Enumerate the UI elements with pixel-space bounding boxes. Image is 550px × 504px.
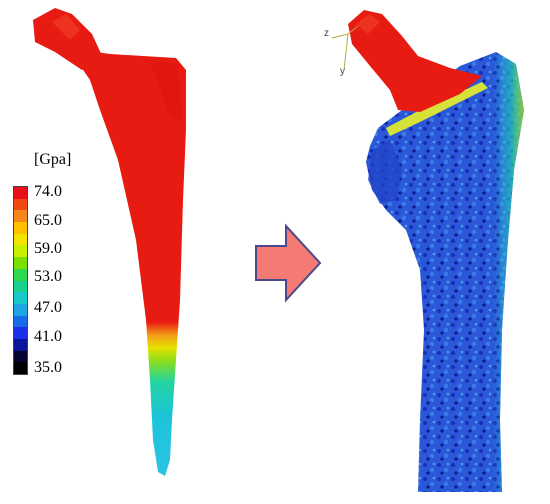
- axis-z-label: z: [324, 28, 329, 39]
- legend-swatch: [14, 338, 27, 351]
- axis-triad-icon: [331, 25, 359, 71]
- legend-tick-41: 41.0: [34, 328, 62, 345]
- right-arrow-icon: [255, 223, 322, 303]
- legend-swatch: [14, 187, 27, 199]
- implant-stem-image: [33, 8, 186, 476]
- legend-swatch: [14, 292, 27, 304]
- legend-tick-35: 35.0: [34, 359, 62, 376]
- legend-swatch: [14, 303, 27, 316]
- legend-swatch: [14, 350, 27, 363]
- axis-y-label: y: [340, 66, 345, 77]
- legend-tick-47: 47.0: [34, 299, 62, 316]
- legend-swatch: [14, 222, 27, 234]
- implant-body: [68, 48, 186, 476]
- legend-swatch: [14, 315, 27, 328]
- legend-unit-label: [Gpa]: [34, 151, 72, 168]
- legend-tick-53: 53.0: [34, 268, 62, 285]
- legend-tick-74: 74.0: [34, 183, 62, 200]
- legend-swatch: [14, 280, 27, 293]
- legend-swatch: [14, 268, 27, 281]
- legend-swatch: [14, 233, 27, 246]
- femur-implant-image: [331, 10, 524, 492]
- legend-tick-65: 65.0: [34, 212, 62, 229]
- legend-swatch: [14, 198, 27, 211]
- legend-tick-59: 59.0: [34, 240, 62, 257]
- color-scale-bar: [13, 186, 28, 375]
- legend-swatch: [14, 362, 27, 374]
- legend-swatch: [14, 245, 27, 258]
- implant-neck-in-bone: [348, 10, 482, 112]
- legend-swatch: [14, 327, 27, 339]
- legend-swatch: [14, 210, 27, 223]
- legend-swatch: [14, 257, 27, 269]
